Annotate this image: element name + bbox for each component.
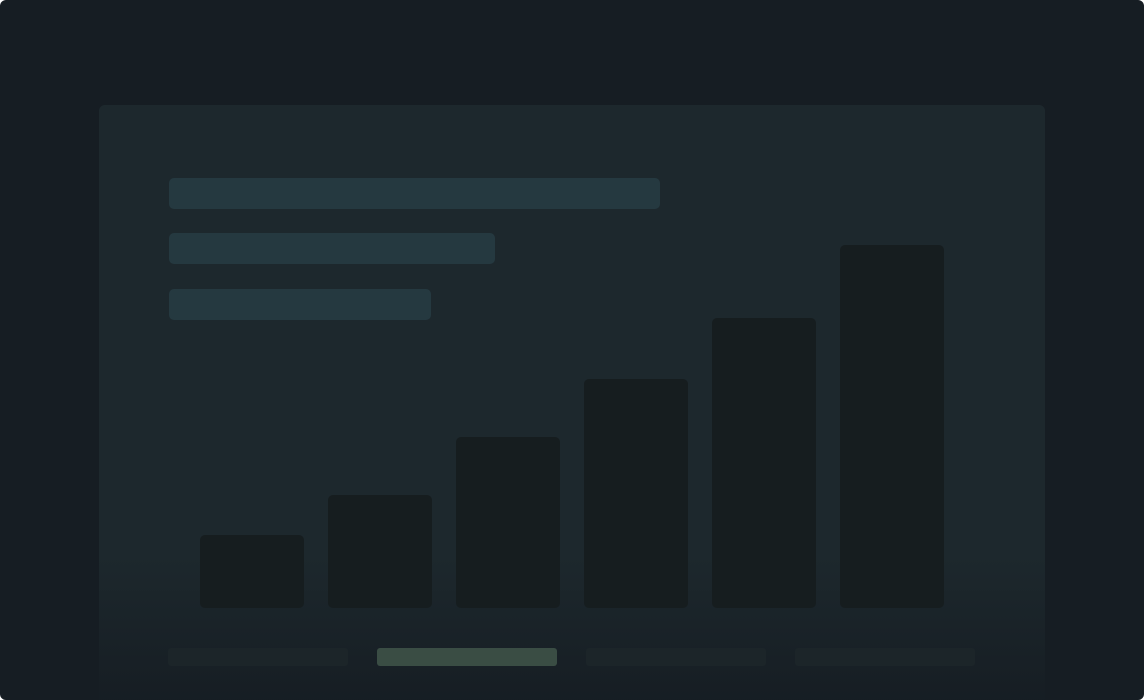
skeleton-bar	[584, 379, 688, 608]
skeleton-subtitle-line	[169, 233, 495, 264]
skeleton-bar-chart	[99, 105, 1045, 611]
carousel-indicator[interactable]	[168, 648, 348, 666]
carousel-indicator-active[interactable]	[377, 648, 557, 666]
carousel-indicator[interactable]	[795, 648, 975, 666]
skeleton-bar	[200, 535, 304, 608]
skeleton-title-line	[169, 178, 660, 209]
carousel-indicator[interactable]	[586, 648, 766, 666]
loading-card	[99, 105, 1045, 700]
skeleton-bar	[840, 245, 944, 608]
skeleton-bar	[328, 495, 432, 608]
skeleton-bar	[456, 437, 560, 608]
skeleton-text-line	[169, 289, 431, 320]
skeleton-bar	[712, 318, 816, 608]
